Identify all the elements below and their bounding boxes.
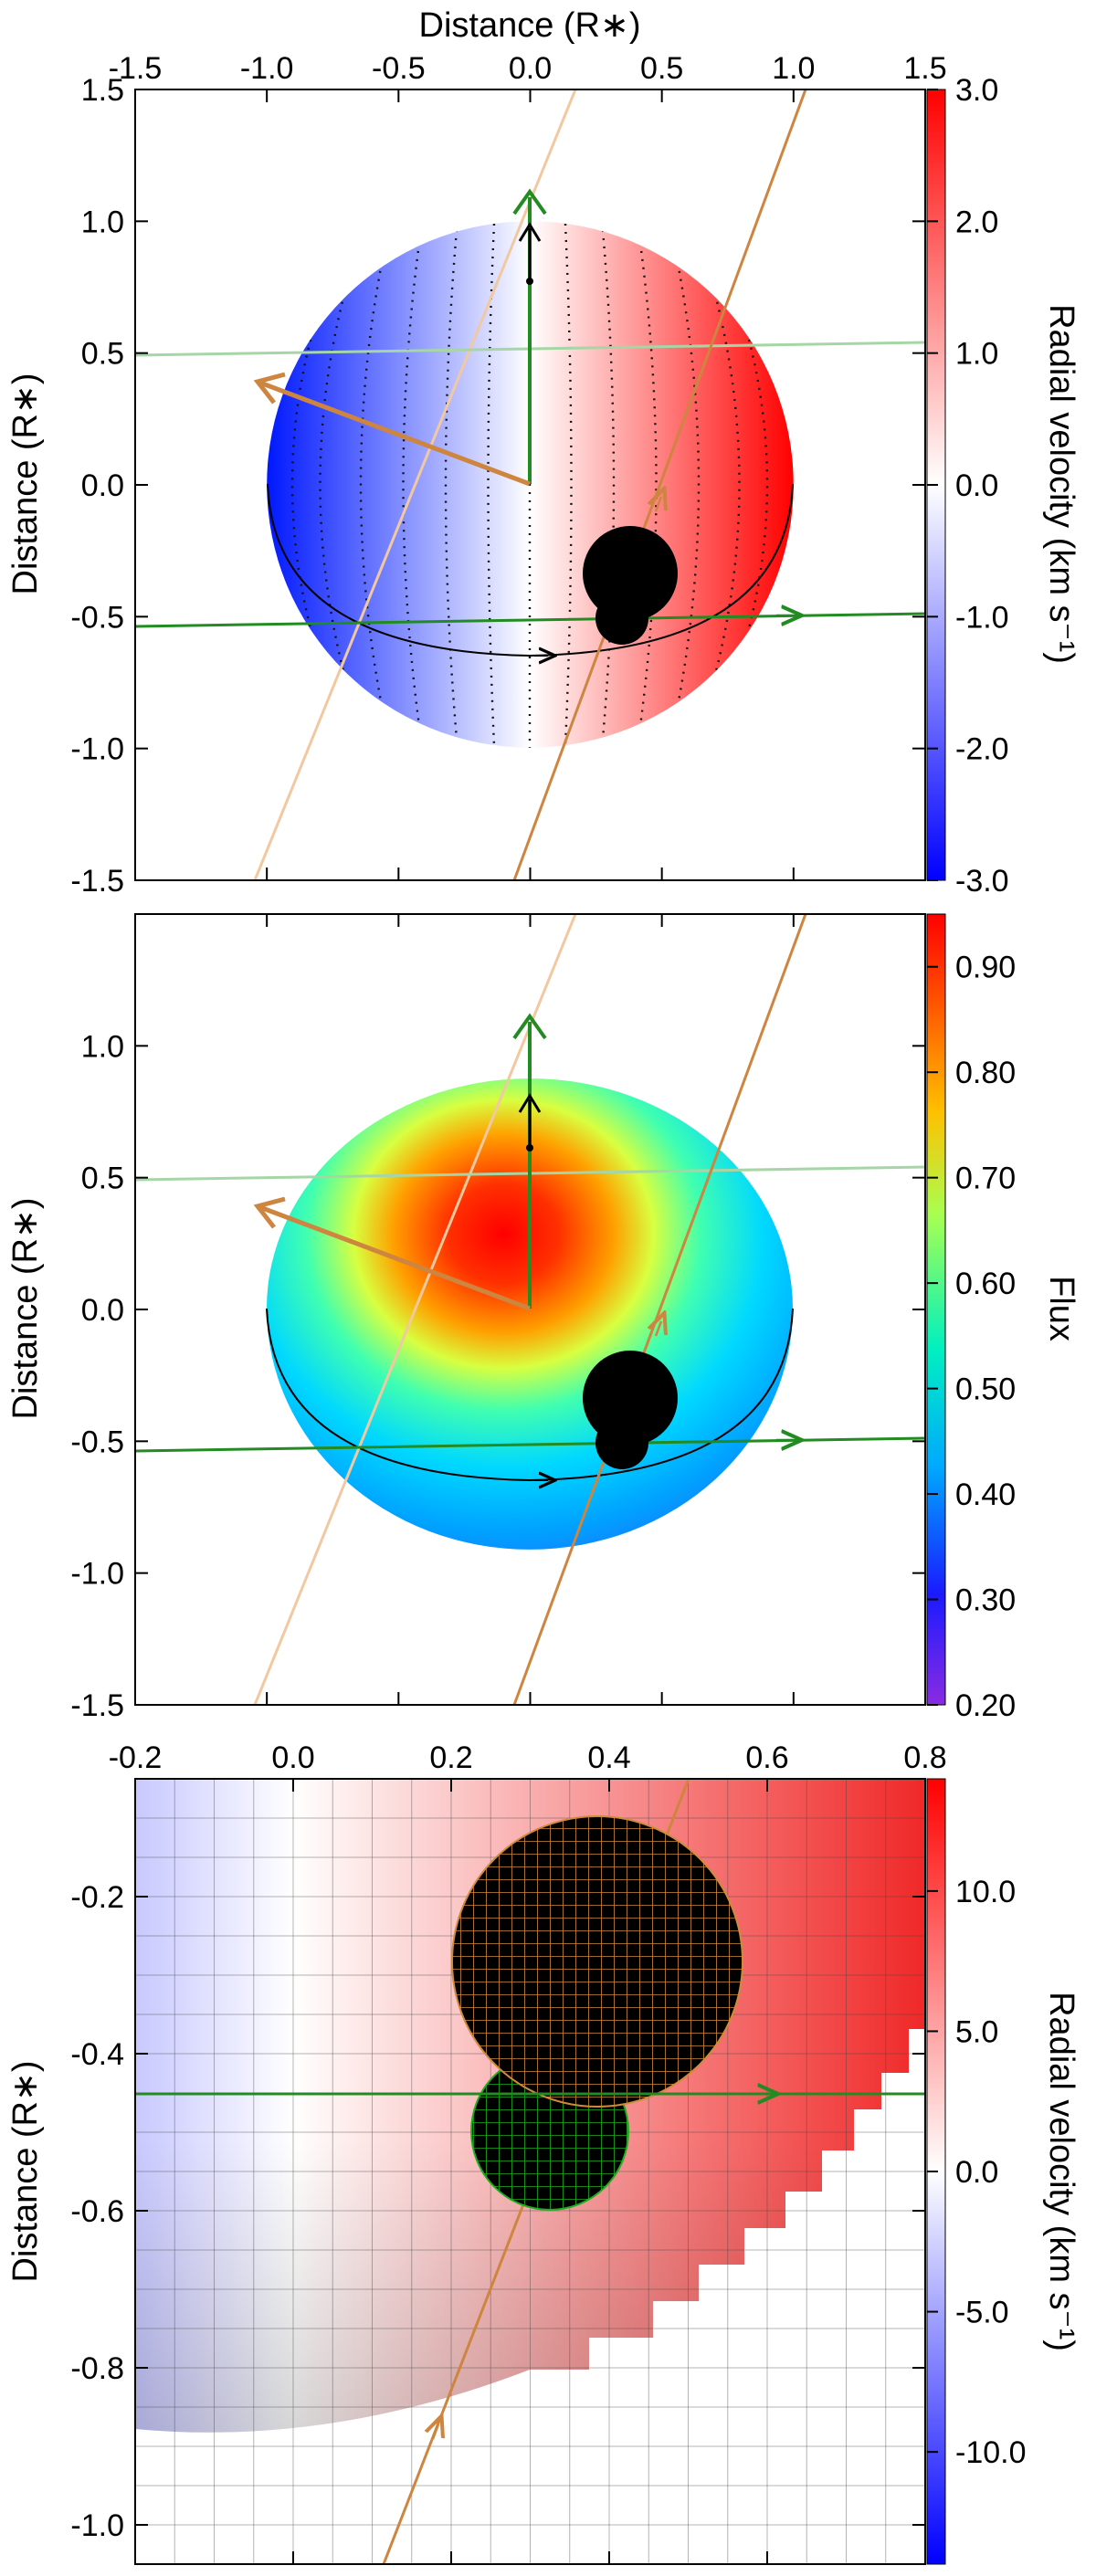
bottom-x-tick-label: 0.0 <box>271 1740 314 1775</box>
top-x-tick-label: -1.5 <box>109 51 163 86</box>
orbit-path <box>266 1308 794 1482</box>
planet-big <box>583 526 678 621</box>
middle-y-tick-label: -1.0 <box>70 1557 124 1592</box>
middle-y-tick-label: 0.5 <box>81 1162 124 1196</box>
bottom-y-tick-label: -0.8 <box>70 2351 124 2386</box>
top-colorbar-tick-label: 2.0 <box>955 205 998 239</box>
top-x-tick-label: -1.0 <box>240 51 294 86</box>
sky-projected-spin-vector-head <box>518 1093 542 1113</box>
bottom-x-tick-labels: -0.2 0.0 0.2 0.4 0.6 0.8 <box>109 1740 947 1775</box>
top-y-tick-label: 1.5 <box>81 73 124 108</box>
middle-y-axis-label: Distance (R∗) <box>6 1198 45 1420</box>
top-y-tick-label: 0.5 <box>81 337 124 372</box>
orbital-angular-momentum-vector <box>257 1204 531 1311</box>
top-y-tick-label: -0.5 <box>70 600 124 635</box>
bottom-y-tick-label: -0.4 <box>70 2037 124 2072</box>
plot-frame-bottom <box>134 1778 926 2565</box>
bottom-x-tick-label: 0.4 <box>587 1740 630 1775</box>
top-colorbar-label: Radial velocity (km s⁻¹) <box>1042 304 1080 664</box>
middle-colorbar-tick-label: 0.90 <box>955 951 1016 985</box>
bottom-colorbar-tick-label: 10.0 <box>955 1875 1016 1909</box>
stellar-spin-axis-line <box>253 914 577 1705</box>
orbit-path <box>267 483 794 657</box>
middle-y-tick-label: 1.0 <box>81 1029 124 1064</box>
middle-colorbar-tick-label: 0.60 <box>955 1267 1016 1301</box>
bottom-colorbar-tick-label: -5.0 <box>955 2296 1009 2330</box>
stellar-spin-vector-head <box>512 188 547 216</box>
bottom-colorbar-tick-labels: -10.0 -5.0 0.0 5.0 10.0 <box>927 1875 1027 2470</box>
top-colorbar-tick-label: 3.0 <box>955 73 998 108</box>
iso-velocity-contours <box>290 221 769 748</box>
top-x-tick-label: 0.5 <box>640 51 683 86</box>
spin-vector-base-dot <box>526 278 533 285</box>
top-y-tick-labels: -1.5 -1.0 -0.5 0.0 0.5 1.0 1.5 <box>70 73 124 899</box>
orbital-angular-momentum-vector-head <box>253 1196 286 1229</box>
bottom-x-tick-label: -0.2 <box>109 1740 163 1775</box>
middle-colorbar-tick-label: 0.80 <box>955 1056 1016 1090</box>
top-colorbar-tick-label: -3.0 <box>955 864 1009 899</box>
middle-axis-ticks <box>134 914 926 1706</box>
middle-y-tick-label: -0.5 <box>70 1425 124 1459</box>
bottom-y-tick-label: -1.0 <box>70 2508 124 2543</box>
top-colorbar-tick-label: -1.0 <box>955 600 1009 635</box>
middle-colorbar-tick-labels: 0.20 0.30 0.40 0.50 0.60 0.70 0.80 0.90 <box>927 951 1016 1723</box>
middle-y-tick-label: 0.0 <box>81 1293 124 1328</box>
panel-middle-flux: -1.5 -1.0 -0.5 0.0 0.5 1.0 Distance (R∗) 0.20… <box>6 913 1080 1723</box>
top-y-tick-label: 0.0 <box>81 468 124 503</box>
top-x-tick-label: 0.0 <box>509 51 552 86</box>
top-colorbar-tick-label: -2.0 <box>955 732 1009 767</box>
planet-big <box>583 1351 678 1446</box>
top-colorbar-tick-label: 1.0 <box>955 337 998 372</box>
bottom-x-tick-label: 0.2 <box>429 1740 472 1775</box>
bottom-y-tick-label: -0.6 <box>70 2194 124 2229</box>
top-y-axis-label: Distance (R∗) <box>6 373 45 595</box>
middle-colorbar-tick-label: 0.70 <box>955 1162 1016 1196</box>
top-colorbar-tick-label: 0.0 <box>955 468 998 503</box>
panel-bottom-zoom: -0.2 0.0 0.2 0.4 0.6 0.8 -0.2 -0.4 -0.6 -0.8 -1.0… <box>6 1740 1080 2565</box>
panel-top-radial-velocity: -1.5 -1.0 -0.5 0.0 0.5 1.0 1.5 -1.5 -1.0 -0.5 0.0… <box>6 6 1080 899</box>
middle-colorbar-tick-label: 0.30 <box>955 1583 1016 1618</box>
orbital-angular-momentum-vector-head <box>253 372 286 405</box>
orbit-normal-direction-arrow <box>656 497 661 512</box>
bottom-colorbar-tick-label: 5.0 <box>955 2014 998 2049</box>
bottom-colorbar-label: Radial velocity (km s⁻¹) <box>1042 1992 1080 2351</box>
bottom-axis-ticks <box>134 1779 926 2564</box>
orbit-normal-direction-arrow <box>433 2424 438 2440</box>
sky-projected-spin-vector-head <box>518 222 542 242</box>
top-x-tick-labels: -1.5 -1.0 -0.5 0.0 0.5 1.0 1.5 <box>109 51 947 86</box>
top-axis-ticks <box>134 89 926 881</box>
top-colorbar-tick-labels: -3.0 -2.0 -1.0 0.0 1.0 2.0 3.0 <box>927 73 1009 899</box>
middle-colorbar-tick-label: 0.20 <box>955 1688 1016 1723</box>
top-y-tick-label: -1.0 <box>70 732 124 767</box>
top-x-tick-label: 1.0 <box>772 51 815 86</box>
spin-vector-base-dot <box>526 1144 533 1151</box>
top-y-tick-label: -1.5 <box>70 864 124 899</box>
middle-colorbar <box>926 913 946 1706</box>
top-x-tick-label: -0.5 <box>372 51 426 86</box>
bottom-x-tick-label: 0.6 <box>745 1740 788 1775</box>
bottom-y-tick-labels: -0.2 -0.4 -0.6 -0.8 -1.0 <box>70 1880 124 2543</box>
middle-colorbar-tick-label: 0.40 <box>955 1477 1016 1512</box>
stellar-spin-vector-head <box>512 1013 547 1040</box>
middle-colorbar-label: Flux <box>1042 1276 1080 1341</box>
orbital-angular-momentum-vector <box>257 379 531 487</box>
top-x-axis-label: Distance (R∗) <box>419 6 641 45</box>
bottom-y-tick-label: -0.2 <box>70 1880 124 1915</box>
middle-y-tick-labels: -1.5 -1.0 -0.5 0.0 0.5 1.0 <box>70 1029 124 1723</box>
bottom-y-axis-label: Distance (R∗) <box>6 2061 45 2283</box>
top-x-tick-label: 1.5 <box>903 51 946 86</box>
stellar-spin-axis-line <box>253 89 577 880</box>
planet-big-zoom <box>451 1815 743 2108</box>
bottom-colorbar-tick-label: -10.0 <box>955 2435 1027 2470</box>
top-y-tick-label: 1.0 <box>81 205 124 239</box>
middle-y-tick-label: -1.5 <box>70 1688 124 1723</box>
middle-colorbar-tick-label: 0.50 <box>955 1372 1016 1407</box>
bottom-colorbar-tick-label: 0.0 <box>955 2155 998 2190</box>
orbit-normal-direction-arrow <box>656 1321 661 1337</box>
bottom-x-tick-label: 0.8 <box>903 1740 946 1775</box>
